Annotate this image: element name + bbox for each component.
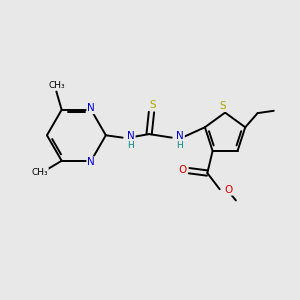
Text: O: O <box>178 165 187 175</box>
Text: S: S <box>150 100 156 110</box>
Text: N: N <box>87 157 95 167</box>
Text: H: H <box>176 141 183 150</box>
Text: CH₃: CH₃ <box>48 80 65 89</box>
Text: S: S <box>219 101 226 111</box>
Text: O: O <box>224 185 232 195</box>
Text: N: N <box>176 131 184 142</box>
Text: CH₃: CH₃ <box>31 168 48 177</box>
Text: H: H <box>127 141 134 150</box>
Text: N: N <box>127 131 135 142</box>
Text: N: N <box>87 103 95 113</box>
